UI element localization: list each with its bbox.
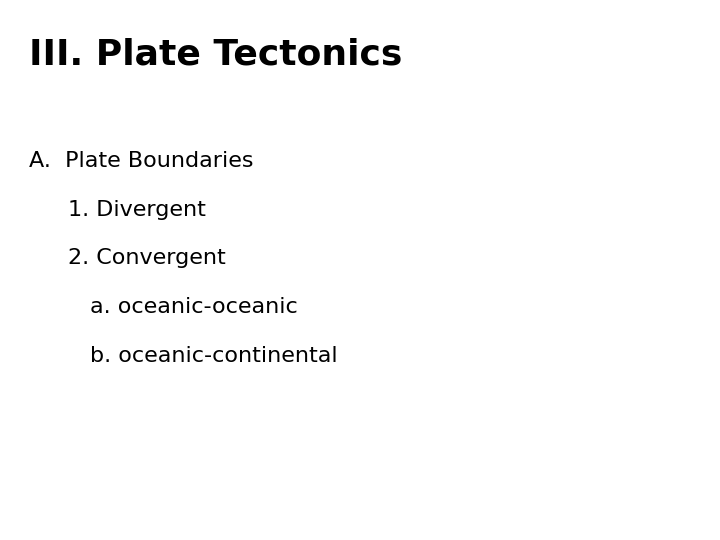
- Text: b. oceanic-continental: b. oceanic-continental: [90, 346, 338, 366]
- Text: 2. Convergent: 2. Convergent: [68, 248, 226, 268]
- Text: a. oceanic-oceanic: a. oceanic-oceanic: [90, 297, 298, 317]
- Text: 1. Divergent: 1. Divergent: [68, 200, 206, 220]
- Text: III. Plate Tectonics: III. Plate Tectonics: [29, 38, 402, 72]
- Text: A.  Plate Boundaries: A. Plate Boundaries: [29, 151, 253, 171]
